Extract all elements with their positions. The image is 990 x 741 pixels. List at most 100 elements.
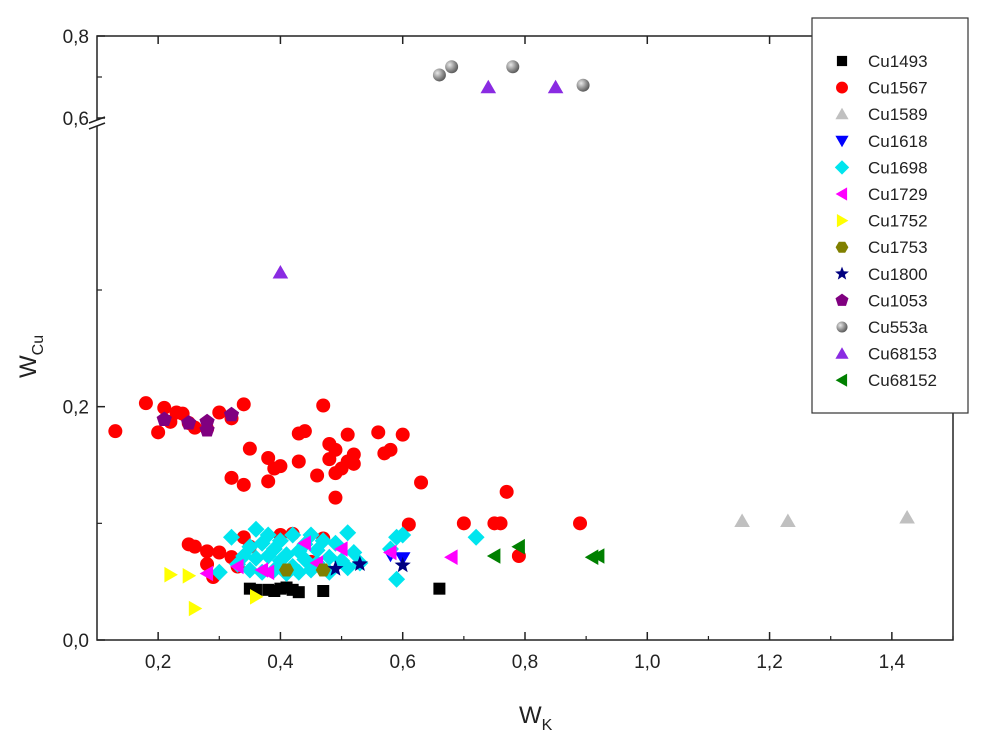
legend-label: Cu553a: [868, 318, 928, 337]
legend-item: Cu68152: [835, 371, 937, 390]
legend-label: Cu1053: [868, 291, 928, 310]
legend-marker-cu1752: [836, 214, 849, 228]
axis-break-gap: [91, 120, 103, 126]
legend-item: Cu553a: [836, 318, 928, 337]
data-point-cu1753: [279, 563, 294, 577]
data-point-cu1729: [444, 549, 458, 565]
legend-label: Cu1800: [868, 265, 928, 284]
data-point-cu553a: [432, 68, 446, 82]
legend: Cu1493 Cu1567 Cu1589 Cu1618 Cu1698 Cu1729 Cu17…: [811, 17, 969, 414]
data-point-cu1729: [230, 558, 244, 575]
data-point-cu1567: [328, 466, 343, 481]
data-point-cu1698: [320, 548, 338, 566]
series-cu1589: [734, 510, 915, 527]
legend-label: Cu1567: [868, 79, 928, 98]
data-point-cu68153: [547, 79, 564, 94]
series-cu1698: [210, 520, 485, 588]
data-point-cu1698: [241, 561, 259, 579]
legend-item: Cu1800: [835, 265, 928, 284]
series-cu68152: [486, 538, 605, 565]
data-points: [108, 60, 915, 617]
data-point-cu1053: [199, 413, 215, 429]
series-cu1752: [164, 566, 264, 617]
axis-break-slash: [88, 122, 106, 130]
data-point-cu1567: [108, 424, 123, 439]
legend-label: Cu1618: [868, 132, 928, 151]
data-point-cu1567: [236, 477, 251, 492]
data-point-cu1567: [340, 427, 355, 442]
axis-break-slash: [88, 116, 106, 124]
data-point-cu1567: [236, 397, 251, 412]
data-point-cu1698: [241, 538, 259, 556]
data-point-cu68153: [272, 265, 289, 279]
x-tick-label: 0,6: [390, 652, 416, 673]
legend-label: Cu1493: [868, 52, 928, 71]
data-point-cu1698: [247, 520, 265, 538]
x-tick-label: 0,4: [267, 652, 294, 673]
data-point-cu1752: [188, 600, 203, 617]
data-point-cu553a: [506, 60, 520, 74]
legend-item: Cu1698: [834, 158, 928, 177]
series-cu553a: [432, 60, 590, 92]
data-point-cu68153: [480, 79, 497, 94]
data-point-cu1698: [284, 526, 302, 544]
legend-marker-cu553a: [836, 321, 848, 333]
series-cu1567: [108, 396, 588, 584]
x-tick-label: 1,4: [879, 652, 906, 673]
data-point-cu1589: [899, 510, 915, 524]
data-point-cu1567: [328, 490, 343, 505]
data-point-cu1567: [261, 451, 276, 465]
x-tick-label: 1,0: [634, 652, 660, 673]
data-point-cu1752: [182, 568, 197, 584]
data-point-cu1698: [290, 563, 308, 581]
data-point-cu1567: [346, 447, 361, 462]
legend-marker-cu1567: [836, 81, 848, 94]
data-point-cu1729: [199, 565, 214, 582]
data-point-cu1729: [297, 535, 311, 551]
x-axis: 0,2 0,4 0,6 0,8 1,0 1,2 1,4: [145, 36, 954, 673]
y-tick-label: 0,8: [63, 27, 89, 48]
data-point-cu1567: [200, 544, 215, 559]
data-point-cu1753: [315, 563, 331, 577]
data-point-cu68152: [584, 549, 599, 565]
data-point-cu1567: [297, 424, 312, 439]
legend-item: Cu1729: [835, 185, 928, 204]
data-point-cu1567: [291, 454, 306, 469]
data-point-cu1589: [734, 513, 750, 527]
data-point-cu1053: [181, 415, 197, 430]
x-tick-label: 1,2: [756, 652, 782, 673]
data-point-cu1698: [223, 528, 240, 546]
data-point-cu1800: [394, 556, 411, 573]
data-point-cu1567: [573, 516, 588, 531]
data-point-cu1698: [278, 546, 295, 564]
legend-label: Cu1698: [868, 158, 928, 177]
data-point-cu1493: [433, 582, 446, 595]
legend-marker-cu1618: [835, 135, 849, 148]
series-cu1493: [243, 581, 446, 599]
data-point-cu1698: [259, 526, 277, 544]
data-point-cu1567: [242, 441, 257, 456]
data-point-cu1800: [327, 560, 344, 576]
data-point-cu1567: [493, 516, 508, 531]
legend-marker-cu1729: [835, 187, 848, 201]
legend-label: Cu68152: [868, 371, 937, 390]
data-point-cu1800: [351, 555, 368, 571]
x-tick-label: 0,2: [145, 652, 171, 673]
legend-label: Cu1589: [868, 105, 928, 124]
legend-item: Cu1589: [835, 105, 928, 124]
data-point-cu1729: [260, 564, 275, 581]
series-cu68153: [272, 79, 564, 279]
legend-marker-cu68152: [835, 373, 848, 387]
data-point-cu1589: [780, 513, 796, 527]
data-point-cu1698: [247, 549, 265, 567]
data-point-cu1752: [250, 589, 264, 605]
data-point-cu553a: [445, 60, 459, 74]
x-axis-title: WK: [519, 702, 553, 734]
data-point-cu1729: [383, 544, 397, 561]
data-point-cu1567: [401, 517, 416, 532]
data-point-cu68152: [511, 538, 525, 555]
data-point-cu1567: [383, 442, 398, 457]
legend-item: Cu68153: [835, 345, 937, 364]
legend-label: Cu68153: [868, 345, 937, 364]
y-tick-label: 0,2: [63, 398, 89, 419]
